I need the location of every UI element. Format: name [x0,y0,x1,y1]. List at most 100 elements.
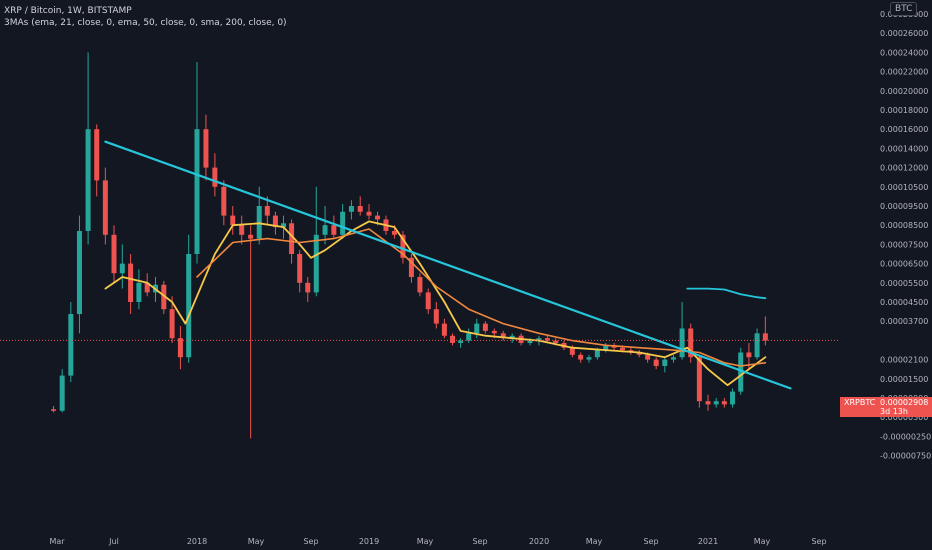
candle [366,204,372,220]
candle [340,204,346,239]
candle-body [85,129,91,231]
candle-body [128,263,134,302]
candle [264,196,270,226]
candle-body [425,292,431,310]
indicator-label[interactable]: 3MAs (ema, 21, close, 0, ema, 50, close,… [4,18,287,28]
candle-body [331,225,337,235]
candle-body [272,215,278,228]
candle-body [762,333,768,341]
x-tick-label: 2021 [698,537,718,546]
candle-body [51,409,57,411]
y-tick-label: 0.00024000 [880,48,928,57]
candle-body [670,357,676,360]
candle-body [59,375,65,411]
candle-body [527,340,533,343]
candle [76,215,82,334]
candle [441,318,447,339]
candle-body [281,223,286,228]
candle [653,357,659,370]
candle-body [553,340,559,343]
candle [144,273,150,297]
y-tick-label: 0.00016000 [880,125,928,134]
y-tick-label: 0.00018000 [880,106,928,115]
y-tick-label: 0.00022000 [880,68,928,77]
candle-body [466,333,472,341]
candle-body [136,282,142,302]
candle [194,62,200,264]
chart-title: XRP / Bitcoin, 1W, BITSTAMP [4,6,132,16]
price-tag-symbol: XRPBTC [844,398,876,407]
candle [111,225,117,283]
x-tick-label: May [248,537,265,546]
candle-body [662,359,668,366]
candle-body [491,330,497,334]
candle-body [738,352,744,392]
candle [203,114,209,181]
candle [578,352,584,363]
y-tick-label: 0.00005500 [880,279,928,288]
candle [221,180,227,226]
x-tick-label: Sep [643,537,658,546]
candle-body [161,284,167,310]
candle [272,211,278,235]
candle [239,215,245,245]
price-tag-countdown: 3d 13h [880,407,908,416]
candle [730,388,736,408]
candle-body [256,206,262,239]
candle [754,328,760,360]
x-tick-label: Jul [108,537,119,546]
price-tag: XRPBTC 0.00002908 3d 13h [840,397,932,417]
x-tick-label: Sep [303,537,318,546]
candle [357,196,363,216]
candle-body [705,401,711,405]
candle-body [340,211,346,235]
y-tick-label: 0.00000300 [880,413,928,422]
candle-body [366,211,372,216]
currency-badge[interactable]: BTC [890,2,918,16]
candle-body [297,254,303,283]
candle-body [102,180,108,235]
candle-body [76,230,82,314]
sma200-line [686,287,767,300]
candle [636,350,642,358]
x-tick-label: Sep [472,537,487,546]
candle [85,52,91,245]
candle [59,369,65,413]
x-tick-label: 2019 [359,537,379,546]
y-tick-label: 0.00004500 [880,298,928,307]
candle-body [169,309,175,339]
candle-body [578,354,584,360]
candle-body [500,333,506,339]
candle-body [374,215,380,220]
candle-body [313,234,319,293]
candle-body [482,323,488,331]
y-tick-label: 0.00026000 [880,29,928,38]
candle-body [536,338,542,341]
candle-body [144,282,150,293]
candle-body [289,223,295,254]
y-tick-label: 0.00012000 [880,164,928,173]
candle [400,230,406,264]
candle [102,167,108,245]
ema21-line [104,220,767,387]
candle-body [746,352,752,358]
candle [425,288,431,314]
y-tick-label: 0.00008500 [880,221,928,230]
candle-body [203,129,209,168]
candle-body [713,401,719,405]
candle-body [248,234,254,239]
candle-body [186,254,192,358]
candle-body [730,391,736,405]
candle [313,186,319,297]
candle [670,354,676,363]
candle-body [696,357,702,402]
candle-body [433,309,439,324]
trendline [104,140,792,390]
price-tag-value: 0.00002908 [880,398,929,407]
candle-body [221,186,227,216]
candle-body [239,225,245,235]
candle [713,398,719,408]
candle [417,273,423,297]
